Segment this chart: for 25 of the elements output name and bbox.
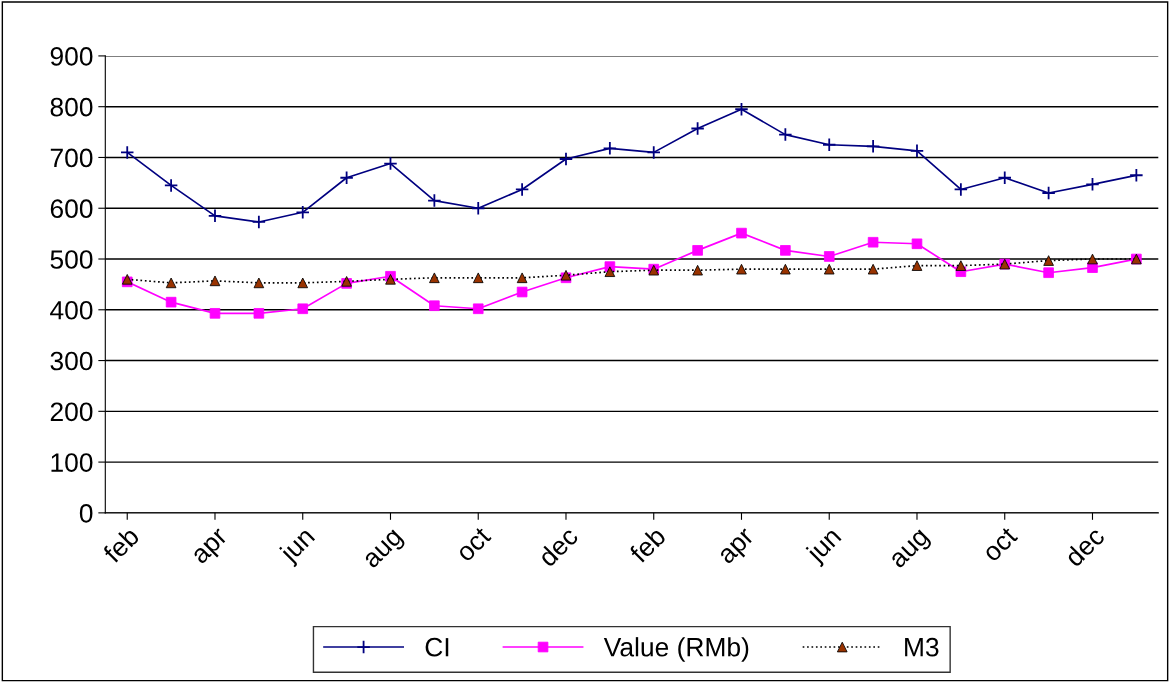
legend-label: Value (RMb)	[603, 637, 749, 662]
x-tick-label: aug	[363, 529, 407, 573]
x-tick-label: oct	[455, 526, 492, 563]
legend-label: CI	[425, 637, 449, 657]
x-tick-label: apr	[718, 528, 759, 569]
legend-label: M3	[905, 637, 939, 657]
x-tick-label: apr	[192, 528, 233, 569]
x-tick-label: dec	[1063, 525, 1106, 568]
y-tick-label: 900	[50, 47, 93, 66]
x-tick-label: jun	[277, 525, 319, 568]
y-tick-label: 300	[50, 351, 93, 371]
y-tick-label: 100	[51, 453, 93, 472]
x-tick-label: jun	[803, 525, 846, 568]
x-tick-label: feb	[628, 525, 667, 565]
y-tick-label: 200	[50, 402, 93, 422]
y-tick-label: 600	[50, 199, 93, 219]
x-tick-label: aug	[890, 529, 934, 573]
y-tick-label: 0	[79, 504, 93, 523]
y-tick-label: 700	[50, 148, 93, 168]
y-tick-label: 500	[50, 250, 93, 269]
x-tick-label: dec	[536, 525, 580, 568]
x-tick-label: oct	[982, 526, 1019, 563]
y-tick-label: 400	[50, 300, 93, 320]
y-tick-label: 800	[50, 97, 93, 117]
x-tick-label: feb	[101, 525, 141, 565]
